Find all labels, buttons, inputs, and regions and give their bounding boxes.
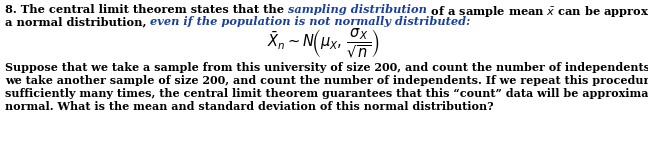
Text: $\bar{X}_n\sim N\!\left(\mu_X,\,\dfrac{\sigma_X}{\sqrt{n}}\right)$: $\bar{X}_n\sim N\!\left(\mu_X,\,\dfrac{\… [268,27,380,60]
Text: 8. The central limit theorem states that the: 8. The central limit theorem states that… [5,4,288,15]
Text: even if the population is not normally distributed:: even if the population is not normally d… [150,16,471,27]
Text: a normal distribution,: a normal distribution, [5,16,150,27]
Text: sampling distribution: sampling distribution [288,4,427,15]
Text: Suppose that we take a sample from this university of size 200, and count the nu: Suppose that we take a sample from this … [5,62,648,73]
Text: sufficiently many times, the central limit theorem guarantees that this “count” : sufficiently many times, the central lim… [5,88,648,99]
Text: we take another sample of size 200, and count the number of independents. If we : we take another sample of size 200, and … [5,75,648,86]
Text: normal. What is the mean and standard deviation of this normal distribution?: normal. What is the mean and standard de… [5,101,494,112]
Text: of a sample mean $\bar{x}$ can be approximated by: of a sample mean $\bar{x}$ can be approx… [427,4,648,19]
